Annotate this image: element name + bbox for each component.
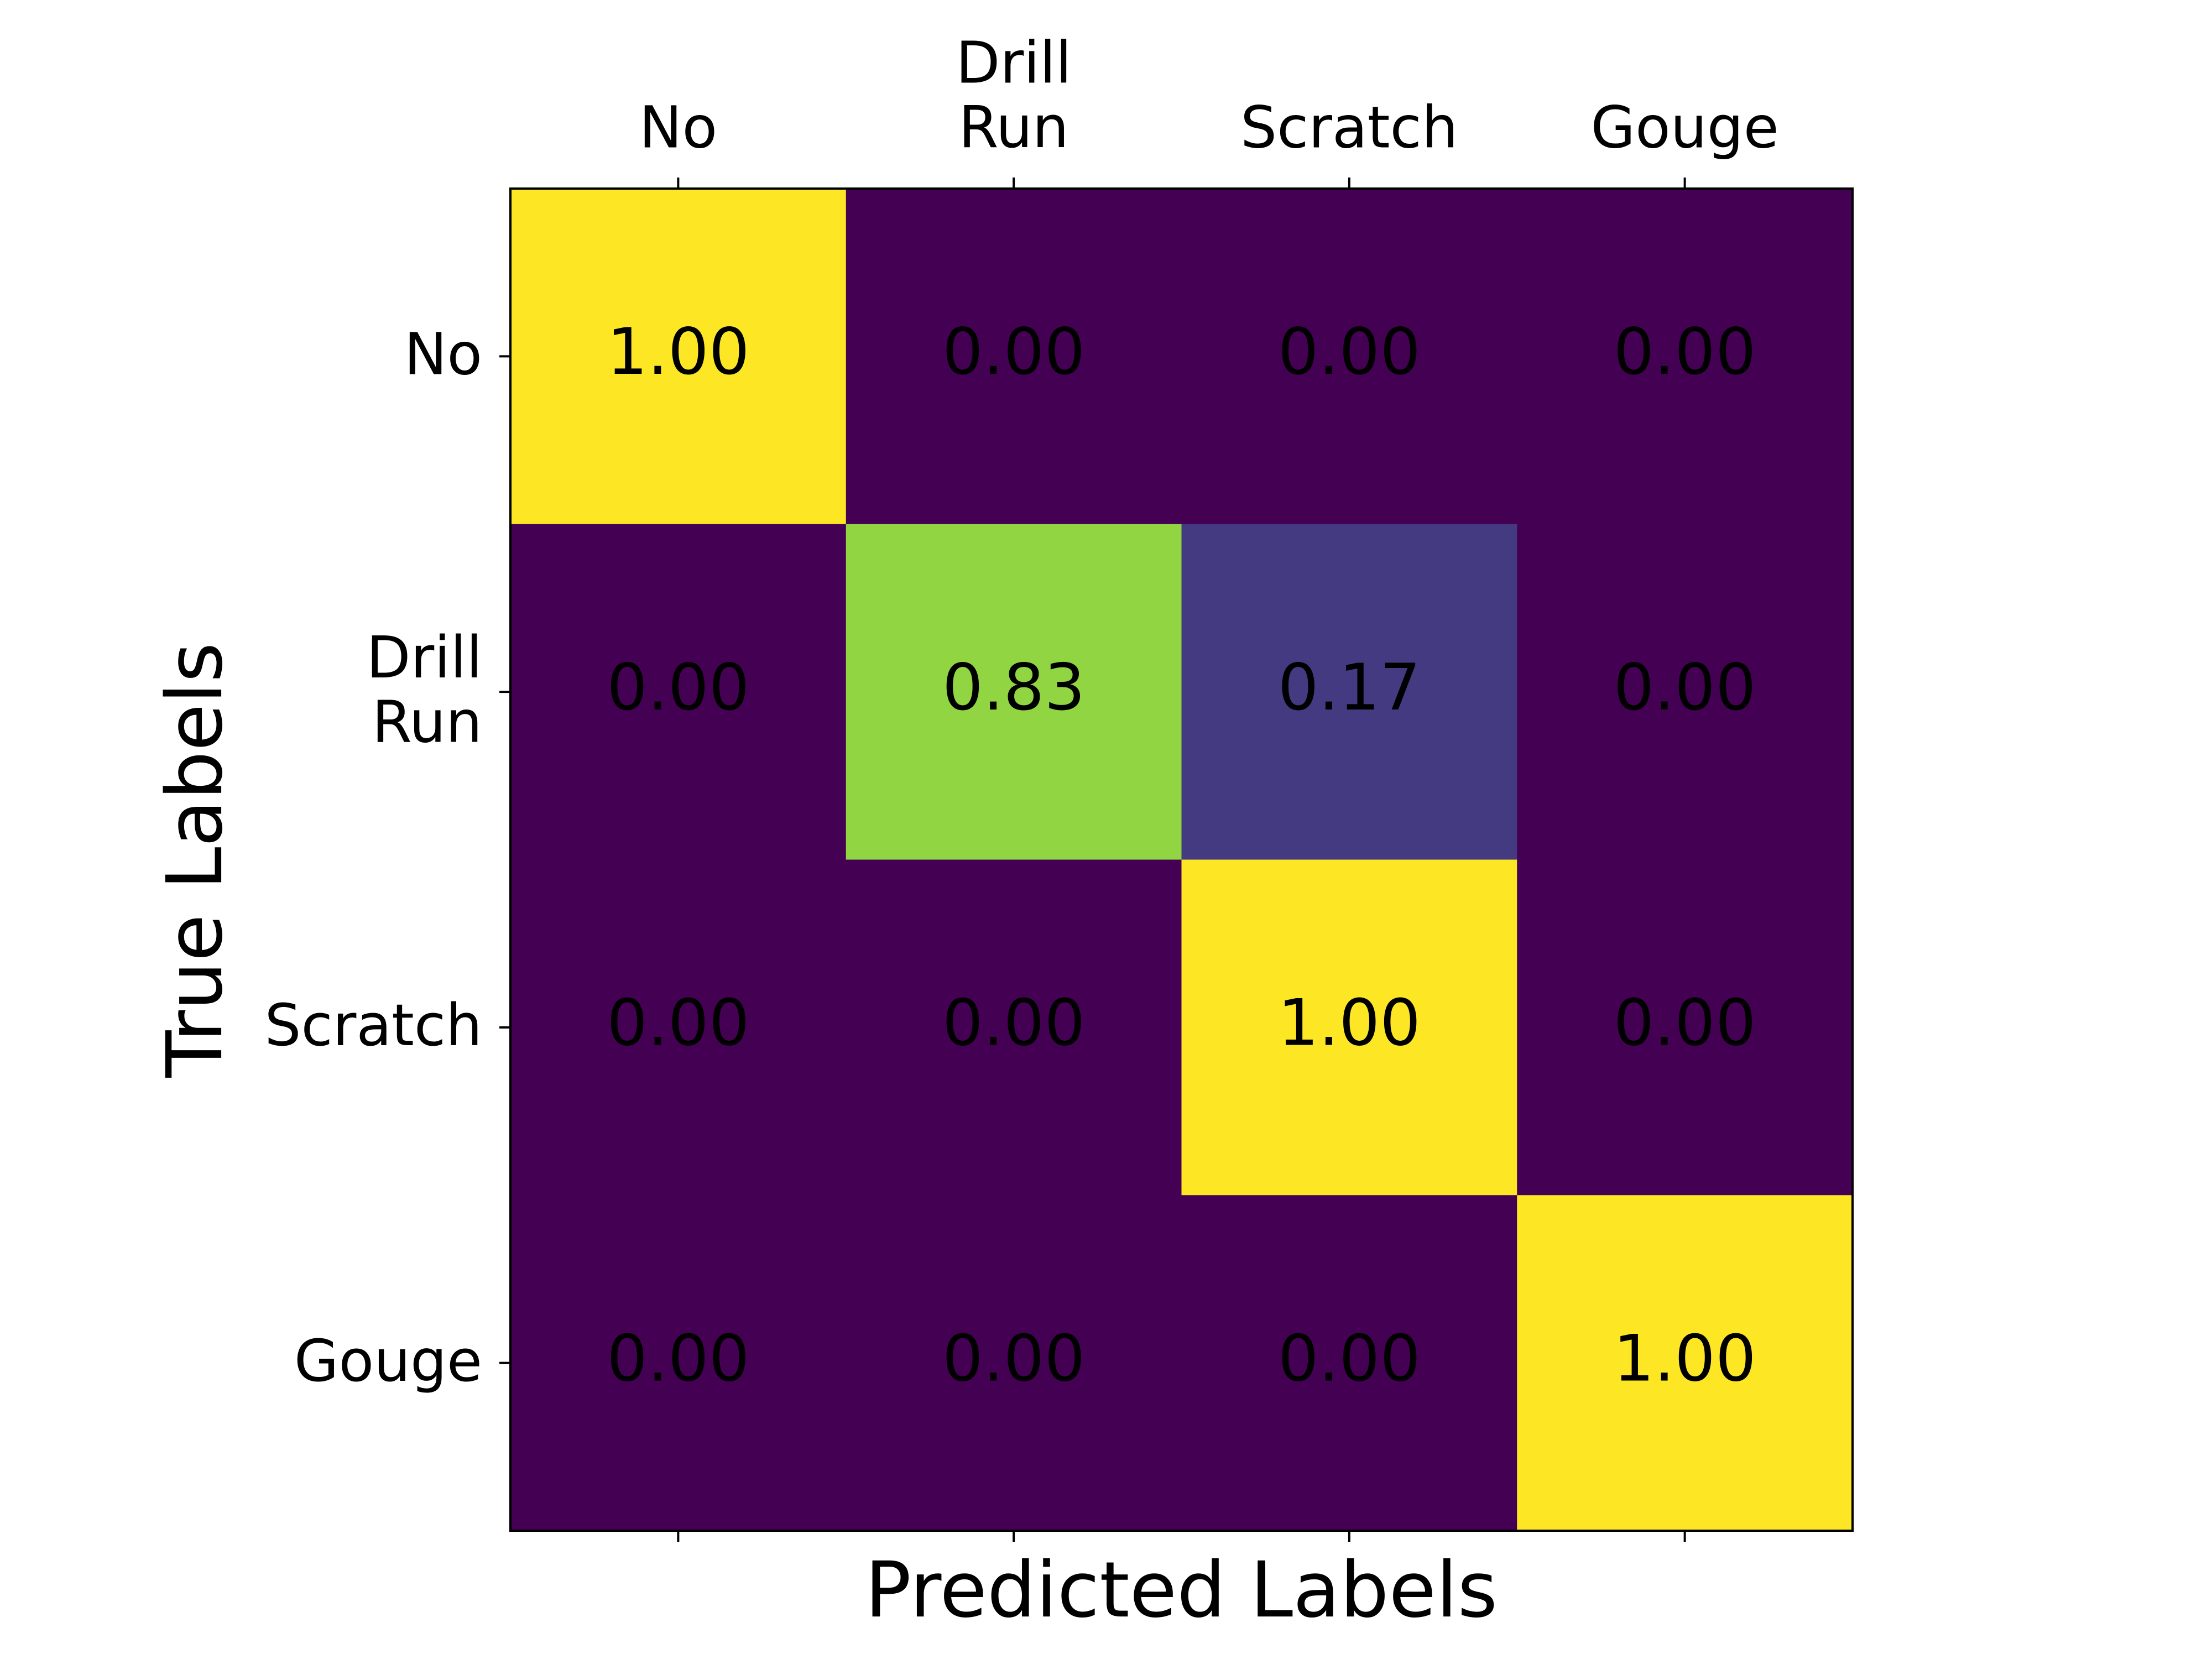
cell-label: 0.00 [1613,986,1756,1061]
y-axis-label: True Labels [150,643,239,1078]
cell-label: 0.00 [607,1321,749,1396]
heatmap-cell [1181,859,1517,1196]
heatmap-cell [846,859,1182,1196]
heatmap-cell [510,859,847,1196]
cell-label: 0.00 [1278,315,1421,389]
heatmap-cell [1517,189,1853,525]
cell-label: 0.00 [942,315,1085,389]
heatmap-cell [510,189,847,525]
heatmap-cell [510,1195,847,1531]
heatmap-cell [846,189,1182,525]
cell-label: 0.00 [607,986,749,1061]
cell-label: 0.00 [942,986,1085,1061]
x-tick-label: Gouge [1591,93,1779,161]
x-tick-label: Scratch [1240,93,1458,161]
heatmap-cell [510,524,847,860]
cell-label: 1.00 [1613,1321,1756,1396]
cell-label: 0.00 [607,650,749,725]
heatmap-cell [846,1195,1182,1531]
y-tick-label: Scratch [264,992,482,1059]
cell-label: 0.83 [942,650,1085,725]
cell-label: 0.00 [1613,650,1756,725]
plot-frame [509,187,1854,1532]
x-tick-label: No [639,93,717,161]
heatmap-cell [1181,524,1517,860]
cell-label: 1.00 [1278,986,1421,1061]
x-tick-label: Drill Run [956,29,1072,161]
y-tick-label: Gouge [294,1327,482,1395]
cell-label: 0.00 [942,1321,1085,1396]
heatmap-cell [1181,189,1517,525]
cell-label: 0.17 [1278,650,1421,725]
heatmap-cell [1517,859,1853,1196]
cell-label: 0.00 [1278,1321,1421,1396]
x-axis-label: Predicted Labels [865,1545,1498,1635]
cell-label: 0.00 [1613,315,1756,389]
y-tick-label: Drill Run [366,624,482,755]
heatmap-cell [1181,1195,1517,1531]
cell-label: 1.00 [607,315,749,389]
heatmap-cell [1517,524,1853,860]
heatmap-cell [846,524,1182,860]
heatmap-cell [1517,1195,1853,1531]
y-tick-label: No [404,321,482,388]
